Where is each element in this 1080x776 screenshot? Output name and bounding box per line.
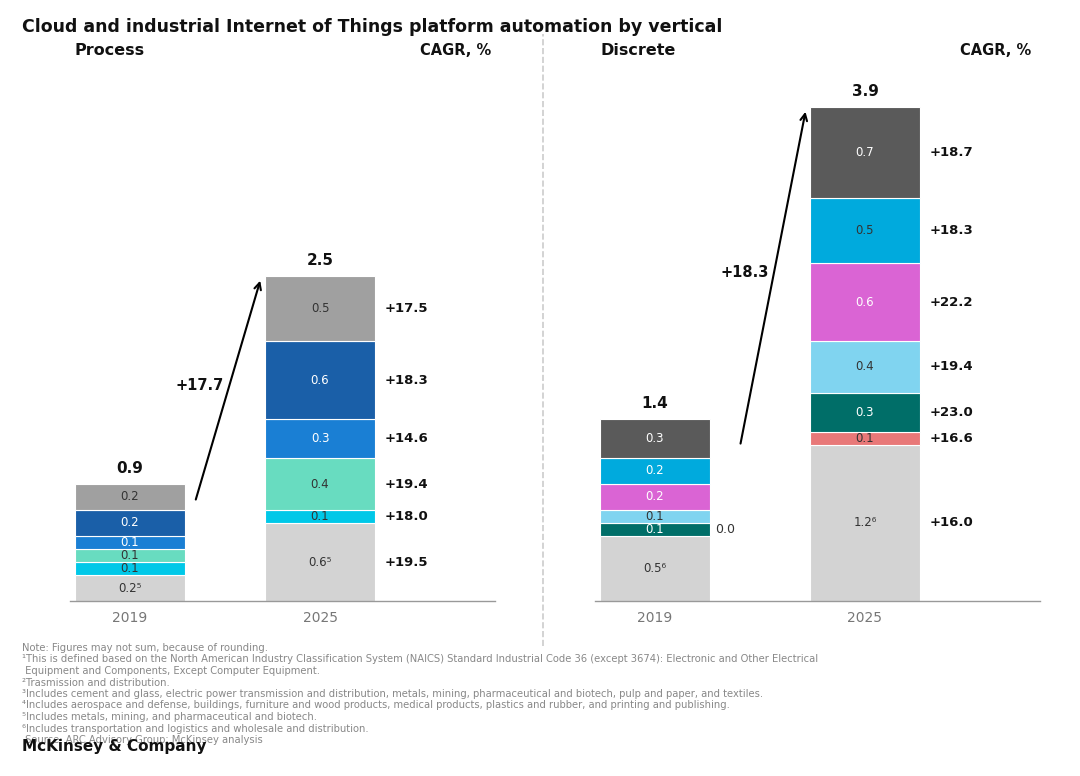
Bar (75, 484, 185, 510)
Text: +17.5: +17.5 (384, 302, 429, 315)
Text: 0.1: 0.1 (121, 562, 139, 575)
Bar (810, 445, 920, 601)
Text: 0.2: 0.2 (646, 465, 664, 477)
Text: +18.3: +18.3 (384, 373, 429, 386)
Text: 0.2: 0.2 (646, 490, 664, 504)
Text: +19.5: +19.5 (384, 556, 429, 569)
Text: 0.5⁶: 0.5⁶ (644, 562, 666, 575)
Bar (265, 341, 375, 419)
Text: +18.0: +18.0 (384, 510, 429, 523)
Text: ⁶Includes transportation and logistics and wholesale and distribution.: ⁶Includes transportation and logistics a… (22, 723, 368, 733)
Text: McKinsey & Company: McKinsey & Company (22, 739, 206, 754)
Text: 2025: 2025 (302, 611, 337, 625)
Text: +16.6: +16.6 (930, 432, 974, 445)
Bar (600, 510, 710, 523)
Text: Discrete: Discrete (600, 43, 675, 58)
Bar (810, 341, 920, 393)
Text: +17.7: +17.7 (176, 378, 225, 393)
Text: +22.2: +22.2 (930, 296, 973, 309)
Text: ¹This is defined based on the North American Industry Classification System (NAI: ¹This is defined based on the North Amer… (22, 654, 819, 664)
Text: 0.3: 0.3 (646, 432, 664, 445)
Bar (600, 523, 710, 536)
Text: +19.4: +19.4 (930, 361, 974, 373)
Bar (600, 484, 710, 510)
Text: 2019: 2019 (112, 611, 148, 625)
Text: CAGR, %: CAGR, % (420, 43, 491, 58)
Text: Note: Figures may not sum, because of rounding.: Note: Figures may not sum, because of ro… (22, 643, 268, 653)
Bar (810, 263, 920, 341)
Text: 0.9: 0.9 (117, 461, 144, 476)
Bar (600, 536, 710, 601)
Text: +18.7: +18.7 (930, 146, 974, 159)
Text: 2025: 2025 (848, 611, 882, 625)
Text: 0.2: 0.2 (121, 517, 139, 529)
Bar (810, 198, 920, 263)
Bar (75, 510, 185, 536)
Bar (75, 562, 185, 575)
Text: 0.2: 0.2 (121, 490, 139, 504)
Text: 0.1: 0.1 (121, 536, 139, 549)
Text: Equipment and Components, Except Computer Equipment.: Equipment and Components, Except Compute… (22, 666, 320, 676)
Text: Cloud and industrial Internet of Things platform automation by vertical: Cloud and industrial Internet of Things … (22, 18, 723, 36)
Bar (75, 575, 185, 601)
Text: ⁴Includes aerospace and defense, buildings, furniture and wood products, medical: ⁴Includes aerospace and defense, buildin… (22, 701, 730, 711)
Text: 0.5: 0.5 (855, 224, 874, 237)
Bar (810, 432, 920, 445)
Bar (265, 458, 375, 510)
Text: +23.0: +23.0 (930, 406, 974, 419)
Text: 3.9: 3.9 (851, 84, 878, 99)
Bar (265, 276, 375, 341)
Text: Process: Process (75, 43, 145, 58)
Bar (810, 107, 920, 198)
Text: 0.0: 0.0 (715, 523, 735, 536)
Text: 0.3: 0.3 (311, 432, 329, 445)
Text: +19.4: +19.4 (384, 477, 429, 490)
Text: 1.4: 1.4 (642, 396, 669, 411)
Bar (600, 419, 710, 458)
Bar (810, 393, 920, 432)
Text: +18.3: +18.3 (930, 224, 974, 237)
Bar (75, 549, 185, 562)
Text: 0.4: 0.4 (855, 361, 875, 373)
Bar (265, 510, 375, 523)
Text: 0.5: 0.5 (311, 302, 329, 315)
Text: 1.2⁶: 1.2⁶ (853, 517, 877, 529)
Text: 0.6: 0.6 (855, 296, 875, 309)
Text: ²Trasmission and distribution.: ²Trasmission and distribution. (22, 677, 170, 688)
Text: +16.0: +16.0 (930, 517, 974, 529)
Text: +14.6: +14.6 (384, 432, 429, 445)
Text: ³Includes cement and glass, electric power transmission and distribution, metals: ³Includes cement and glass, electric pow… (22, 689, 764, 699)
Text: ⁵Includes metals, mining, and pharmaceutical and biotech.: ⁵Includes metals, mining, and pharmaceut… (22, 712, 318, 722)
Bar (600, 458, 710, 484)
Text: 0.1: 0.1 (646, 523, 664, 536)
Text: 0.1: 0.1 (646, 510, 664, 523)
Text: 0.7: 0.7 (855, 146, 875, 159)
Text: Source: ARC Advisory Group; McKinsey analysis: Source: ARC Advisory Group; McKinsey ana… (22, 735, 262, 745)
Text: 0.6: 0.6 (311, 373, 329, 386)
Text: CAGR, %: CAGR, % (960, 43, 1031, 58)
Text: 2019: 2019 (637, 611, 673, 625)
Text: 2.5: 2.5 (307, 253, 334, 268)
Text: 0.4: 0.4 (311, 477, 329, 490)
Text: 0.2⁵: 0.2⁵ (119, 581, 141, 594)
Text: 0.1: 0.1 (311, 510, 329, 523)
Text: 0.1: 0.1 (855, 432, 875, 445)
Text: 0.6⁵: 0.6⁵ (308, 556, 332, 569)
Text: +18.3: +18.3 (720, 265, 769, 280)
Bar (265, 419, 375, 458)
Bar (75, 536, 185, 549)
Bar (265, 523, 375, 601)
Text: 0.1: 0.1 (121, 549, 139, 562)
Text: 0.3: 0.3 (855, 406, 874, 419)
